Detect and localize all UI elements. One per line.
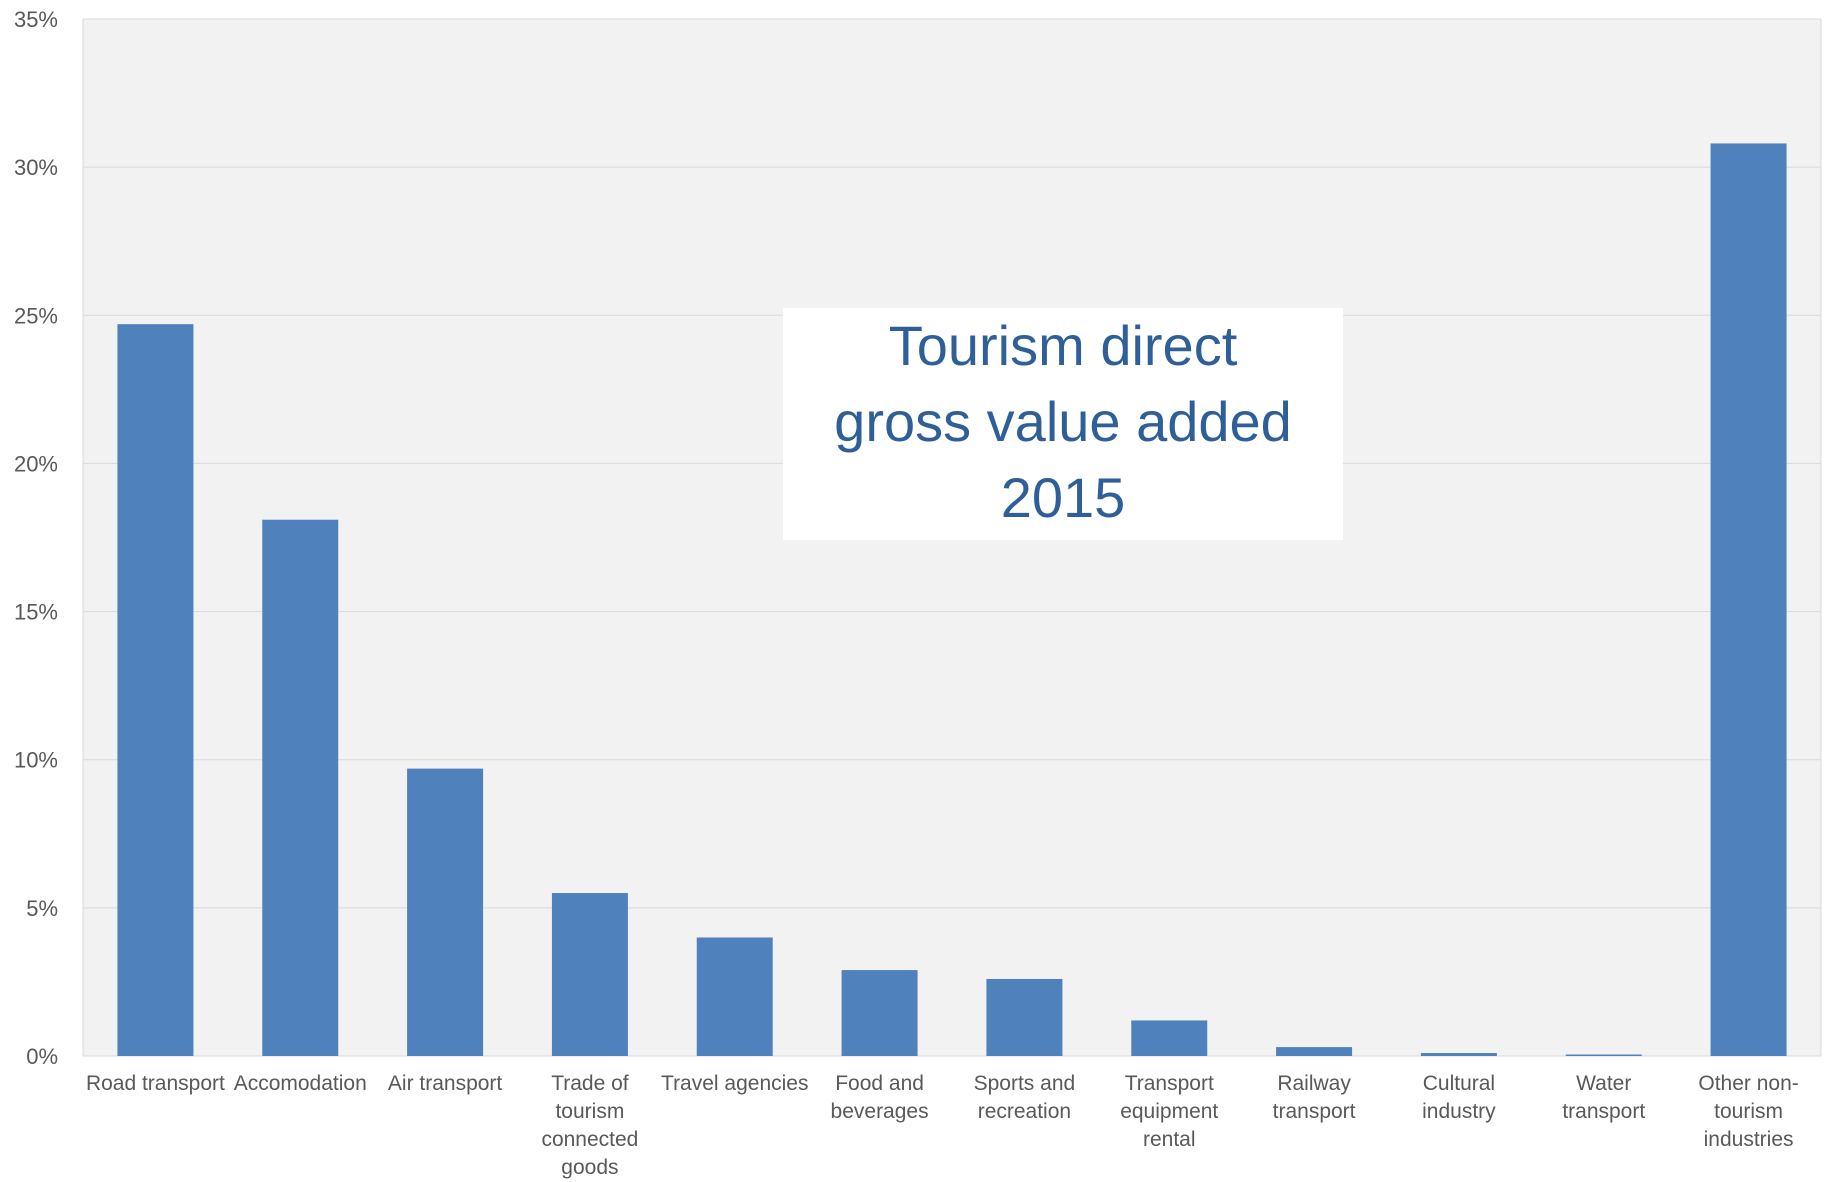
x-tick-label-line: Water	[1576, 1072, 1632, 1095]
y-tick-label: 25%	[14, 303, 58, 328]
x-tick-label: Road transport	[75, 1070, 235, 1098]
chart-title-line: 2015	[1000, 466, 1126, 529]
bar	[117, 324, 194, 1056]
x-tick-label-line: tourism	[555, 1100, 625, 1123]
y-tick-label: 30%	[14, 155, 58, 180]
bar	[407, 768, 484, 1056]
bar	[262, 519, 339, 1056]
x-tick-label-line: transport	[1272, 1100, 1356, 1123]
x-tick-label: Travel agencies	[655, 1070, 815, 1098]
x-tick-label: Accomodation	[220, 1070, 380, 1098]
x-tick-label-line: Railway	[1277, 1072, 1351, 1095]
x-tick-label-line: industry	[1422, 1100, 1496, 1123]
x-tick-label-line: Travel agencies	[661, 1072, 809, 1095]
bar	[1276, 1047, 1353, 1056]
x-tick-label-line: recreation	[977, 1100, 1072, 1123]
x-tick-label: Water transport	[1524, 1070, 1684, 1126]
y-tick-label: 0%	[26, 1044, 58, 1069]
x-tick-label-line: tourism	[1714, 1100, 1783, 1123]
x-tick-label-line: industries	[1703, 1128, 1794, 1151]
x-tick-label: Air transport	[365, 1070, 525, 1098]
x-tick-label: Cultural industry	[1379, 1070, 1539, 1126]
bar	[1710, 143, 1787, 1056]
bar	[841, 970, 918, 1056]
bar	[1420, 1053, 1497, 1056]
x-tick-label-line: connected	[541, 1128, 639, 1151]
bar	[551, 893, 628, 1056]
y-tick-label: 20%	[14, 451, 58, 476]
bar	[1565, 1054, 1642, 1056]
x-tick-label-line: Accomodation	[233, 1072, 367, 1095]
y-axis-ticks: 0% 5% 10% 15% 20% 25% 30% 35%	[14, 7, 58, 1069]
y-tick-label: 15%	[14, 600, 58, 625]
x-tick-label-line: beverages	[830, 1100, 929, 1123]
chart-title: Tourism direct gross value added 2015	[783, 308, 1343, 540]
x-tick-label-line: Sports and	[973, 1072, 1076, 1095]
y-tick-label: 35%	[14, 7, 58, 32]
x-tick-label-line: Other non-	[1698, 1072, 1799, 1095]
x-tick-label-line: equipment	[1120, 1100, 1219, 1123]
x-tick-label: Railway transport	[1234, 1070, 1394, 1126]
x-tick-label: Other non-tourism industries	[1669, 1070, 1826, 1154]
x-tick-label: Food and beverages	[800, 1070, 960, 1126]
y-tick-label: 5%	[26, 896, 58, 921]
x-tick-label-line: rental	[1142, 1128, 1196, 1151]
chart-title-line: Tourism direct	[888, 314, 1238, 377]
x-tick-label-line: Air transport	[387, 1072, 503, 1095]
x-tick-label: Trade of tourism connected goods	[510, 1070, 670, 1182]
bar	[1131, 1020, 1208, 1056]
x-tick-label: Sports and recreation	[944, 1070, 1104, 1126]
x-tick-label-line: Food and	[835, 1072, 924, 1095]
bar	[986, 978, 1063, 1056]
x-tick-label-line: transport	[1562, 1100, 1646, 1123]
y-tick-label: 10%	[14, 748, 58, 773]
x-tick-label-line: Road transport	[85, 1072, 225, 1095]
x-tick-label-line: Trade of	[551, 1072, 629, 1095]
bars	[117, 143, 1787, 1056]
x-tick-label-line: Transport	[1124, 1072, 1214, 1095]
x-tick-label-line: goods	[561, 1156, 619, 1179]
bar	[696, 937, 773, 1056]
chart-title-line: gross value added	[834, 390, 1292, 453]
x-tick-label-line: Cultural	[1422, 1072, 1496, 1095]
x-tick-label: Transport equipment rental	[1089, 1070, 1249, 1154]
